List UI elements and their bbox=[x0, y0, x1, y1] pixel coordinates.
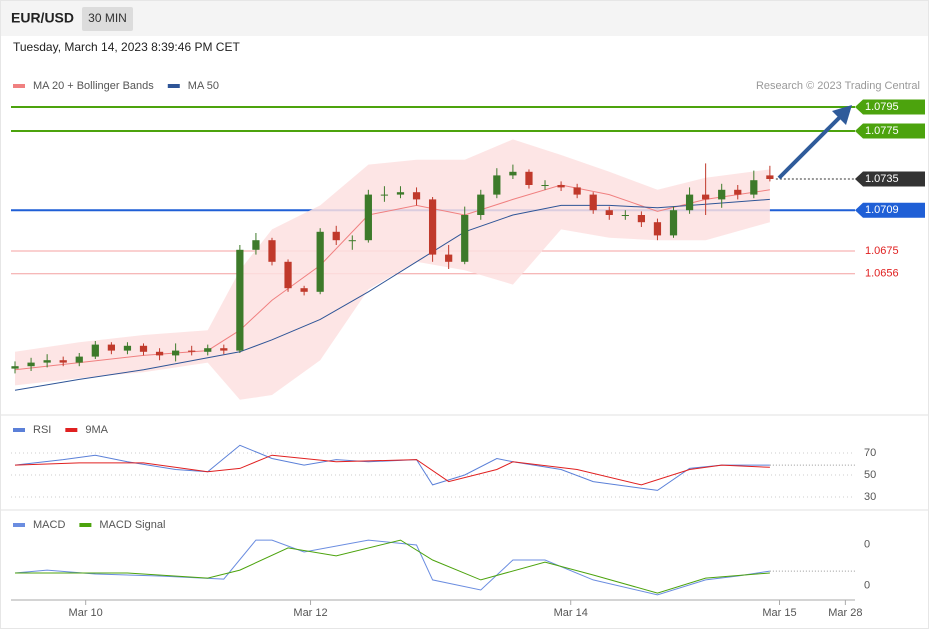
candle-body bbox=[445, 254, 453, 262]
legend-swatch bbox=[13, 84, 25, 88]
interval[interactable]: 30 MIN bbox=[88, 11, 127, 25]
indicator-line bbox=[14, 539, 770, 596]
candle-body bbox=[637, 215, 646, 223]
candle-body bbox=[155, 351, 164, 356]
timestamp: Tuesday, March 14, 2023 8:39:46 PM CET bbox=[13, 40, 240, 54]
forecast-arrow-head bbox=[832, 105, 852, 125]
candle-body bbox=[316, 231, 324, 292]
level-label: 1.0735 bbox=[865, 173, 899, 185]
forecast-arrow bbox=[777, 112, 845, 180]
candle-body bbox=[284, 261, 292, 289]
x-tick-label: Mar 15 bbox=[762, 607, 796, 619]
candle-body bbox=[734, 189, 742, 195]
candle-body bbox=[59, 360, 67, 363]
candle-body bbox=[107, 344, 115, 351]
legend-label: 9MA bbox=[85, 424, 108, 436]
indicator-line bbox=[14, 454, 770, 486]
y-tick-label: 0 bbox=[864, 539, 870, 551]
candle-body bbox=[428, 199, 437, 255]
x-tick-label: Mar 28 bbox=[828, 607, 862, 619]
candle-body bbox=[653, 222, 662, 236]
legend-swatch bbox=[79, 523, 92, 527]
y-tick-label: 50 bbox=[864, 469, 876, 481]
candle-body bbox=[573, 187, 581, 195]
legend-swatch bbox=[13, 428, 25, 432]
interval-box[interactable] bbox=[82, 7, 133, 31]
candle-body bbox=[461, 215, 469, 262]
legend-swatch bbox=[65, 428, 78, 432]
legend-swatch bbox=[167, 84, 180, 88]
candle-body bbox=[477, 194, 485, 215]
legend-label: MA 50 bbox=[188, 80, 219, 92]
legend-label: MACD Signal bbox=[99, 519, 165, 531]
candle-body bbox=[220, 348, 228, 351]
candle-body bbox=[91, 344, 99, 357]
source: Research © 2023 Trading Central bbox=[756, 80, 920, 92]
indicator-line bbox=[15, 539, 770, 594]
candle-body bbox=[43, 360, 51, 363]
level-label-box bbox=[855, 123, 925, 139]
candle-body bbox=[509, 171, 517, 176]
legend-label: MA 20 + Bollinger Bands bbox=[33, 80, 154, 92]
y-tick-label: 0 bbox=[864, 580, 870, 592]
level-label: 1.0709 bbox=[865, 204, 899, 216]
legend-swatch bbox=[13, 523, 25, 527]
level-label: 1.0656 bbox=[865, 268, 899, 280]
legend-label: MACD bbox=[33, 519, 65, 531]
x-tick-label: Mar 14 bbox=[554, 607, 588, 619]
candle-body bbox=[493, 175, 501, 195]
candle-body bbox=[300, 288, 308, 292]
level-label-box bbox=[855, 171, 925, 187]
candle-body bbox=[396, 192, 405, 195]
candle-body bbox=[589, 194, 597, 211]
candle-body bbox=[364, 194, 372, 241]
candle-body bbox=[11, 366, 19, 369]
bollinger-band bbox=[15, 139, 770, 400]
y-tick-label: 30 bbox=[864, 491, 876, 503]
candle-body bbox=[380, 194, 389, 196]
candle-body bbox=[348, 240, 356, 242]
ma-line bbox=[14, 198, 770, 391]
candle-body bbox=[669, 210, 678, 236]
candle-body bbox=[75, 356, 83, 363]
candle-body bbox=[750, 180, 758, 195]
level-label: 1.0675 bbox=[865, 245, 899, 257]
level-label-box bbox=[855, 99, 925, 115]
legend-label: RSI bbox=[33, 424, 51, 436]
candle-body bbox=[525, 171, 533, 185]
y-tick-label: 70 bbox=[864, 447, 876, 459]
symbol: EUR/USD bbox=[11, 10, 74, 26]
candle-body bbox=[541, 185, 549, 186]
candle-body bbox=[268, 240, 276, 262]
candle-body bbox=[685, 194, 694, 211]
candle-body bbox=[236, 249, 244, 351]
candle-body bbox=[27, 362, 35, 367]
header-bar bbox=[1, 1, 928, 36]
candle-body bbox=[702, 194, 710, 200]
candle-body bbox=[252, 240, 260, 250]
candle-body bbox=[172, 350, 180, 356]
level-label: 1.0795 bbox=[865, 101, 899, 113]
level-label: 1.0775 bbox=[865, 125, 899, 137]
x-tick-label: Mar 10 bbox=[69, 607, 103, 619]
candle-body bbox=[621, 215, 629, 216]
candle-body bbox=[557, 185, 565, 188]
candle-body bbox=[188, 350, 196, 352]
candle-body bbox=[718, 189, 726, 200]
candle-body bbox=[412, 192, 421, 200]
candle-body bbox=[123, 345, 132, 351]
candle-body bbox=[332, 231, 340, 241]
candle-body bbox=[766, 175, 774, 179]
candle-body bbox=[139, 345, 148, 352]
level-label-box bbox=[855, 202, 925, 218]
candle-body bbox=[605, 210, 613, 215]
candle-body bbox=[204, 348, 212, 352]
x-tick-label: Mar 12 bbox=[293, 607, 327, 619]
